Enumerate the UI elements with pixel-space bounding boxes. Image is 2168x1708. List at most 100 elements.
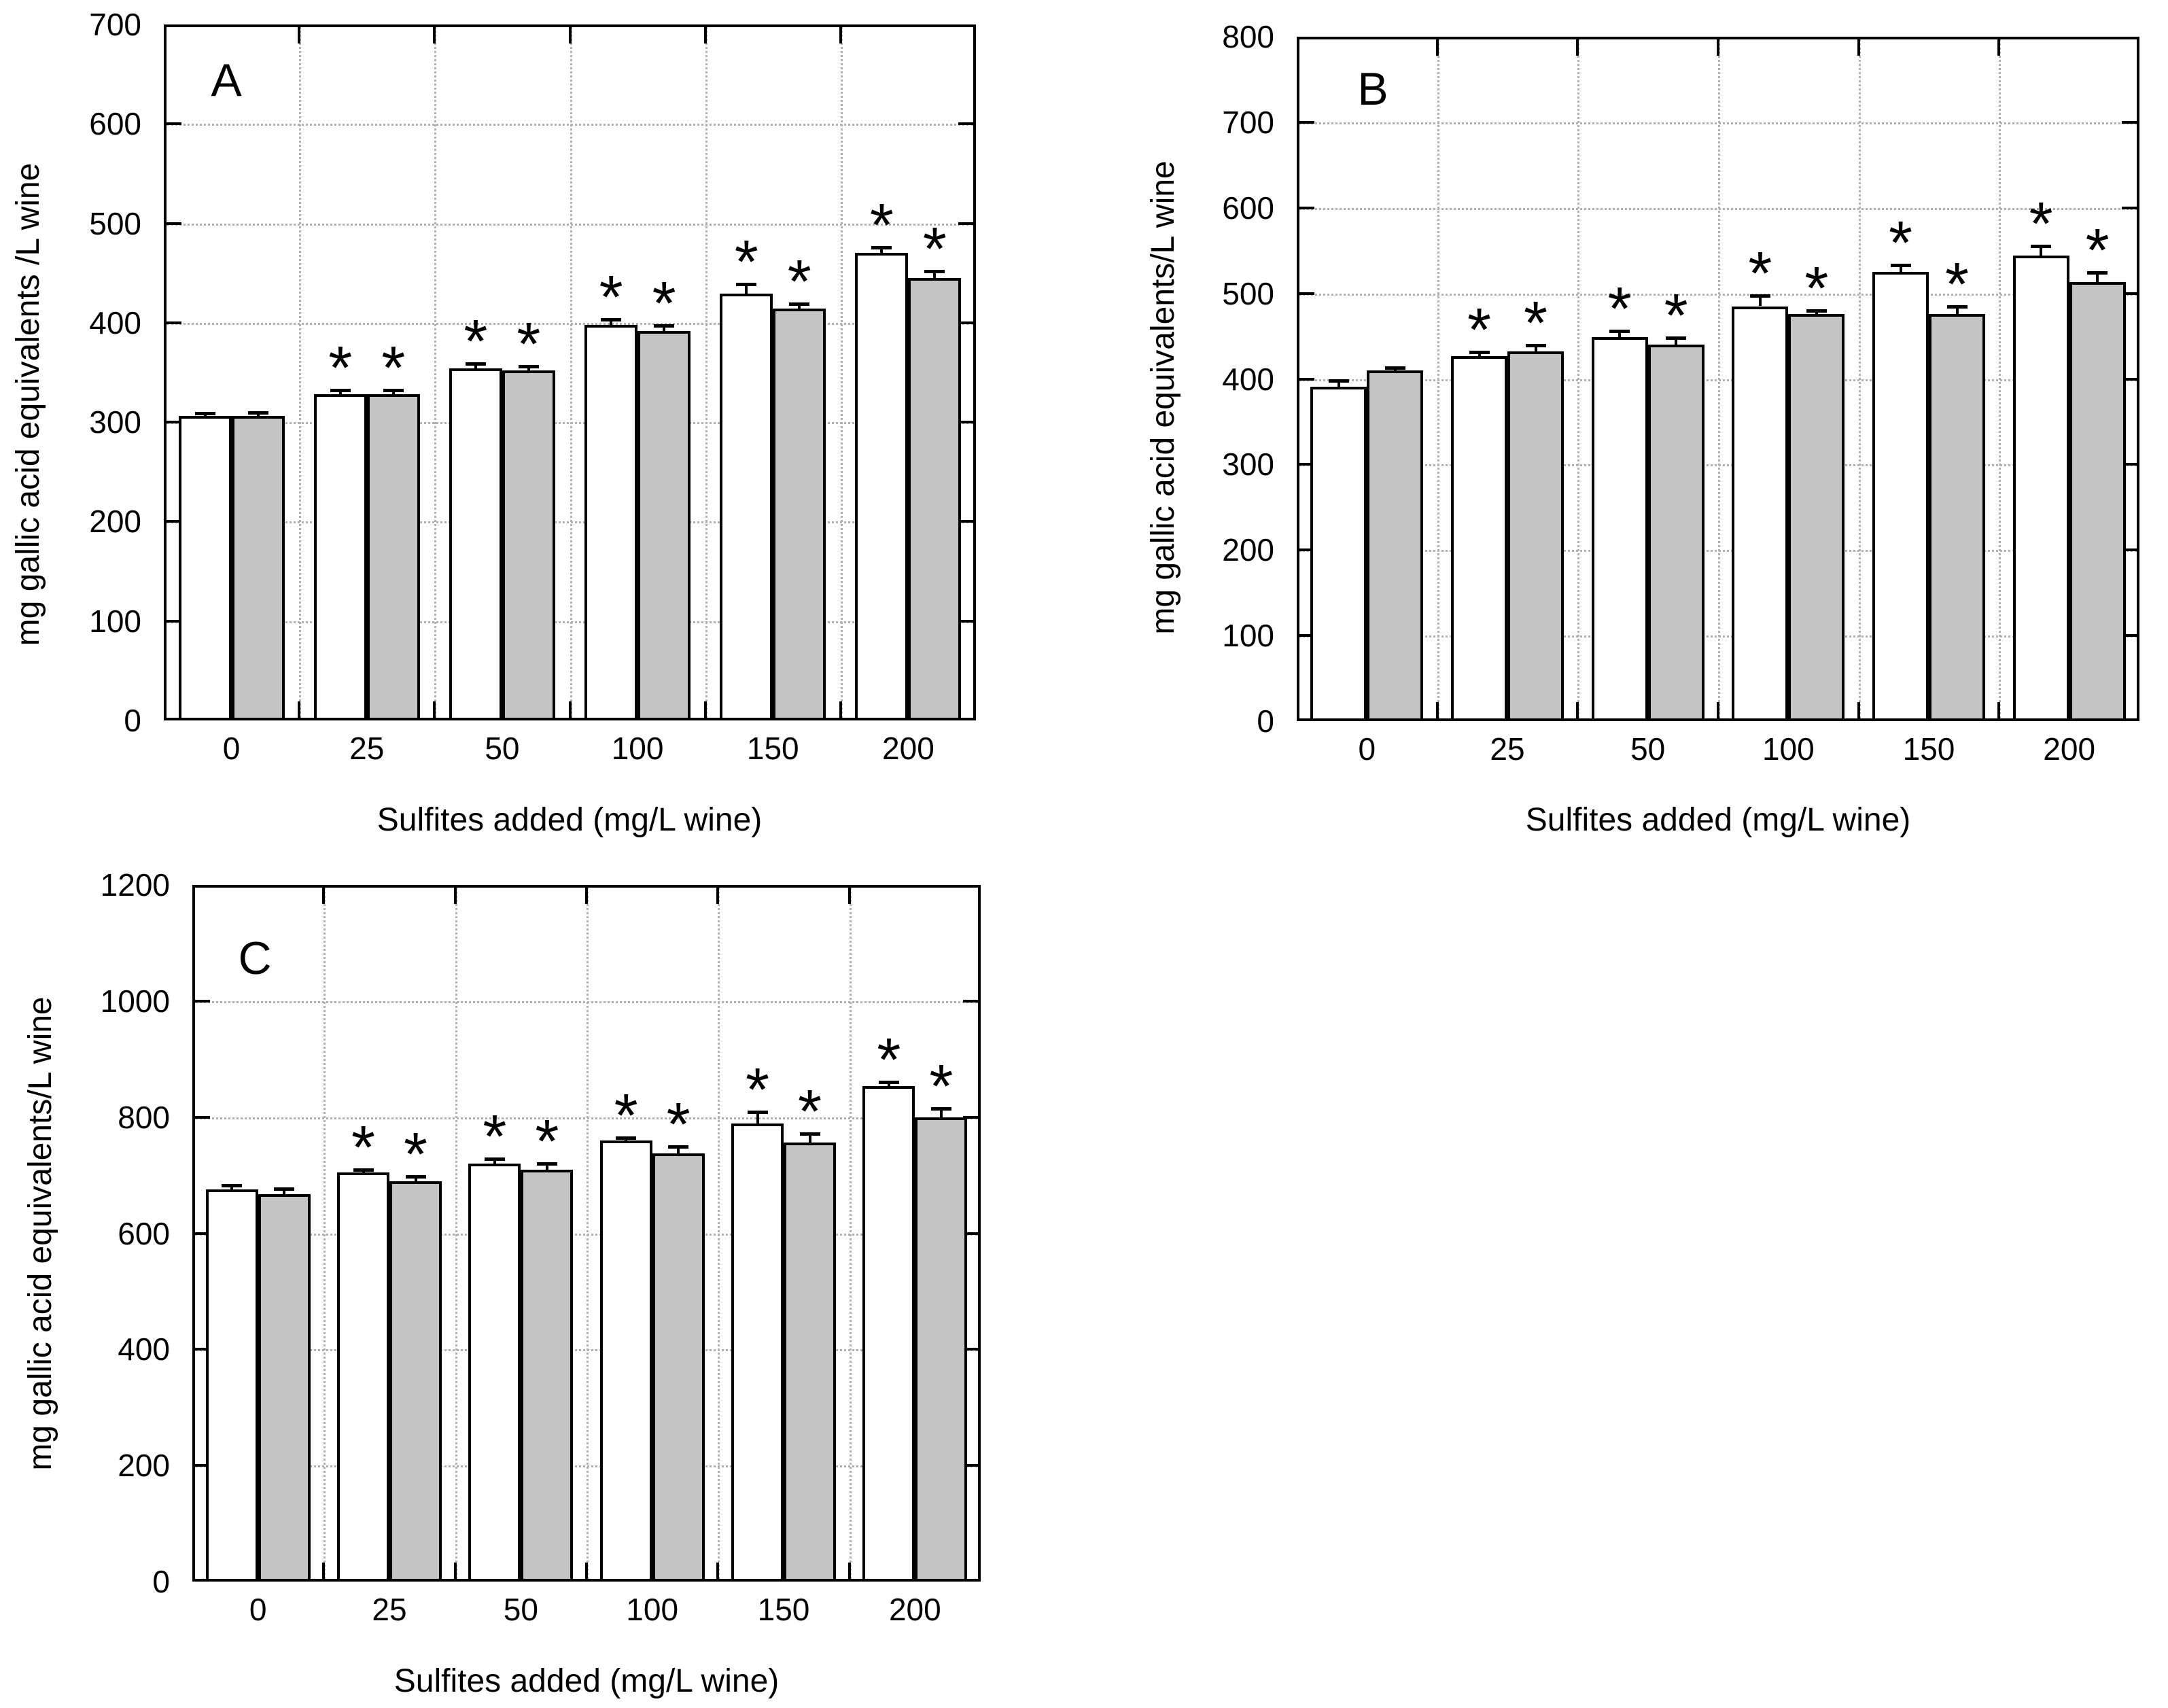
chart-a-ytick-right	[958, 520, 973, 523]
chart-a-errorbar-cap	[518, 365, 539, 369]
chart-b-errorbar-stem	[1337, 381, 1340, 387]
chart-a-significance-asterisk: *	[652, 270, 676, 338]
chart-b-errorbar-cap	[1946, 304, 1968, 309]
chart-a-bar-white-0	[178, 416, 232, 720]
chart-a-errorbar-cap	[247, 411, 268, 415]
chart-c-gridline-v	[455, 888, 457, 1579]
chart-a-errorbar-stem	[798, 304, 801, 309]
chart-a-xtick-label: 0	[222, 731, 241, 766]
chart-a-xtick-label: 50	[485, 731, 520, 766]
chart-c-ytick-right	[963, 1464, 978, 1467]
chart-a-errorbar-cap	[194, 411, 215, 415]
chart-a-ytick-right	[958, 222, 973, 225]
chart-b-bar-gray-200	[2069, 282, 2126, 721]
chart-b-xtick-label: 200	[2043, 731, 2096, 767]
chart-a-xtick-bottom	[298, 701, 301, 718]
chart-b-ytick-right	[2122, 463, 2137, 466]
chart-b-errorbar-cap	[1328, 379, 1349, 383]
chart-b-ytick-left	[1299, 292, 1314, 295]
chart-a-bar-gray-25	[366, 394, 420, 720]
chart-b-xtick-bottom	[1576, 702, 1579, 718]
chart-c-bar-gray-25	[389, 1181, 442, 1582]
chart-c-errorbar-stem	[939, 1108, 943, 1117]
chart-b-errorbar-cap	[1469, 351, 1490, 355]
chart-c-ytick-left	[195, 999, 210, 1003]
chart-b-ytick-label: 200	[1222, 532, 1274, 568]
chart-c-xtick-bottom	[716, 1563, 720, 1579]
chart-b-bar-white-150	[1872, 272, 1929, 721]
chart-b-ytick-left	[1299, 377, 1314, 381]
chart-c-bar-white-25	[337, 1172, 389, 1582]
chart-b-significance-asterisk: *	[1523, 290, 1548, 358]
chart-b-errorbar-cap	[1806, 309, 1827, 313]
chart-b-ytick-label: 100	[1222, 618, 1274, 654]
chart-c-xtick-bottom	[322, 1563, 326, 1579]
chart-b-gridline-v	[1437, 39, 1439, 718]
chart-a-errorbar-cap	[736, 282, 757, 286]
chart-a-xtick-bottom	[703, 701, 707, 718]
chart-c-errorbar-stem	[677, 1147, 680, 1154]
chart-a-errorbar-stem	[474, 363, 477, 369]
chart-c-xtick-top	[847, 888, 851, 904]
chart-a-bar-white-50	[449, 368, 502, 720]
chart-c-bar-white-150	[731, 1123, 784, 1582]
chart-a-xtick-bottom	[568, 701, 572, 718]
chart-a-xtick-label: 150	[746, 731, 799, 766]
chart-b-bar-white-100	[1732, 306, 1789, 721]
chart-a-xtick-label: 25	[349, 731, 385, 766]
chart-b-errorbar-cap	[1749, 294, 1770, 298]
chart-b-ytick-label: 500	[1222, 275, 1274, 311]
chart-c-ytick-label: 200	[118, 1448, 170, 1484]
chart-c-significance-asterisk: *	[403, 1120, 428, 1189]
chart-c-bar-gray-50	[521, 1169, 574, 1582]
chart-b-ytick-right	[2122, 292, 2137, 295]
chart-b-xtick-label: 100	[1762, 731, 1815, 767]
chart-c-bar-white-100	[599, 1140, 652, 1582]
chart-a-errorbar-stem	[933, 271, 937, 279]
chart-b-significance-asterisk: *	[2029, 190, 2053, 259]
chart-a-significance-asterisk: *	[599, 264, 623, 332]
chart-b-significance-asterisk: *	[1664, 282, 1688, 351]
chart-c-ytick-left	[195, 1232, 210, 1235]
chart-c-ytick-right	[963, 1232, 978, 1235]
chart-a-xtick-top	[703, 27, 707, 43]
chart-a-significance-asterisk: *	[328, 334, 353, 403]
chart-c-gridline-v	[587, 888, 589, 1579]
chart-b-ytick-label: 600	[1222, 190, 1274, 226]
chart-c-errorbar-stem	[230, 1185, 234, 1190]
chart-b-xtick-top	[1576, 39, 1579, 56]
chart-b-errorbar-cap	[2031, 245, 2052, 249]
chart-b-errorbar-cap	[1384, 366, 1405, 370]
chart-a-ytick-left	[167, 520, 181, 523]
chart-c-errorbar-stem	[545, 1164, 548, 1170]
chart-b-xtick-label: 150	[1902, 731, 1955, 767]
chart-c-bar-white-0	[205, 1189, 258, 1582]
chart-c-ytick-right	[963, 999, 978, 1003]
chart-a-ytick-left	[167, 222, 181, 225]
chart-a-xtick-top	[839, 27, 842, 43]
chart-c-bar-white-200	[862, 1086, 915, 1582]
chart-b-xtick-top	[1997, 39, 2001, 56]
chart-a-xtick-label: 100	[611, 731, 664, 766]
chart-a-errorbar-cap	[654, 324, 675, 328]
chart-b-bar-gray-100	[1788, 313, 1845, 721]
chart-a-ytick-label: 700	[89, 7, 141, 42]
chart-a-errorbar-cap	[330, 389, 351, 393]
chart-b-xtick-top	[1435, 39, 1439, 56]
chart-b-errorbar-stem	[2096, 273, 2099, 283]
chart-c-significance-asterisk: *	[929, 1052, 954, 1121]
chart-a-xtick-bottom	[839, 701, 842, 718]
chart-b-gridline-v	[1577, 39, 1580, 718]
chart-b-xtick-bottom	[1997, 702, 2001, 718]
chart-c-ytick-left	[195, 1348, 210, 1351]
chart-b-errorbar-stem	[1675, 338, 1678, 345]
chart-b-errorbar-stem	[1618, 331, 1622, 337]
chart-c-errorbar-cap	[616, 1136, 637, 1140]
chart-c-gridline-v	[849, 888, 852, 1579]
chart-c-xtick-label: 25	[372, 1592, 407, 1627]
chart-a-errorbar-stem	[610, 319, 613, 325]
chart-a-bar-white-25	[313, 394, 367, 720]
chart-a-errorbar-stem	[880, 247, 884, 254]
chart-a-significance-asterisk: *	[734, 228, 758, 296]
chart-b-y-axis-title: mg gallic acid equivalents/L wine	[1145, 160, 1181, 635]
